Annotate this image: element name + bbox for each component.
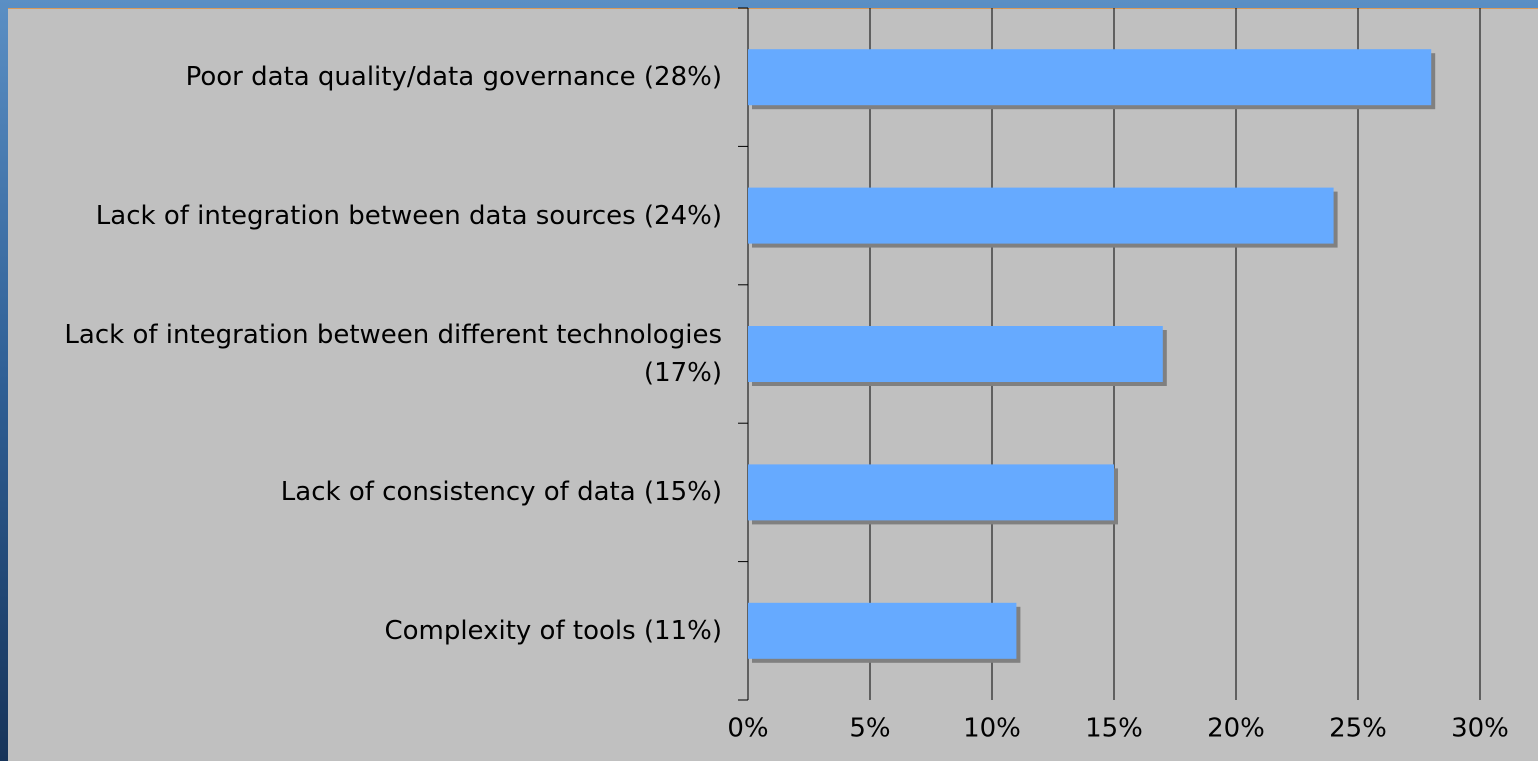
- x-tick-label: 25%: [1329, 713, 1387, 743]
- y-tick-label: Lack of consistency of data (15%): [280, 477, 722, 508]
- bar: [748, 602, 1017, 659]
- x-tick-label: 0%: [727, 713, 768, 743]
- bar: [748, 187, 1334, 244]
- x-tick-label: 10%: [963, 713, 1021, 743]
- bar: [748, 464, 1114, 521]
- x-tick-label: 5%: [849, 713, 890, 743]
- x-tick-label: 20%: [1207, 713, 1265, 743]
- y-tick-label: Poor data quality/data governance (28%): [185, 62, 722, 93]
- bar: [748, 326, 1163, 382]
- x-tick-label: 30%: [1451, 713, 1509, 743]
- y-tick-label: Complexity of tools (11%): [384, 615, 722, 646]
- y-tick-label: Lack of integration between data sources…: [95, 200, 722, 231]
- x-tick-label: 15%: [1085, 713, 1143, 743]
- bar: [748, 49, 1432, 106]
- y-tick-label: Lack of integration between different te…: [64, 320, 722, 388]
